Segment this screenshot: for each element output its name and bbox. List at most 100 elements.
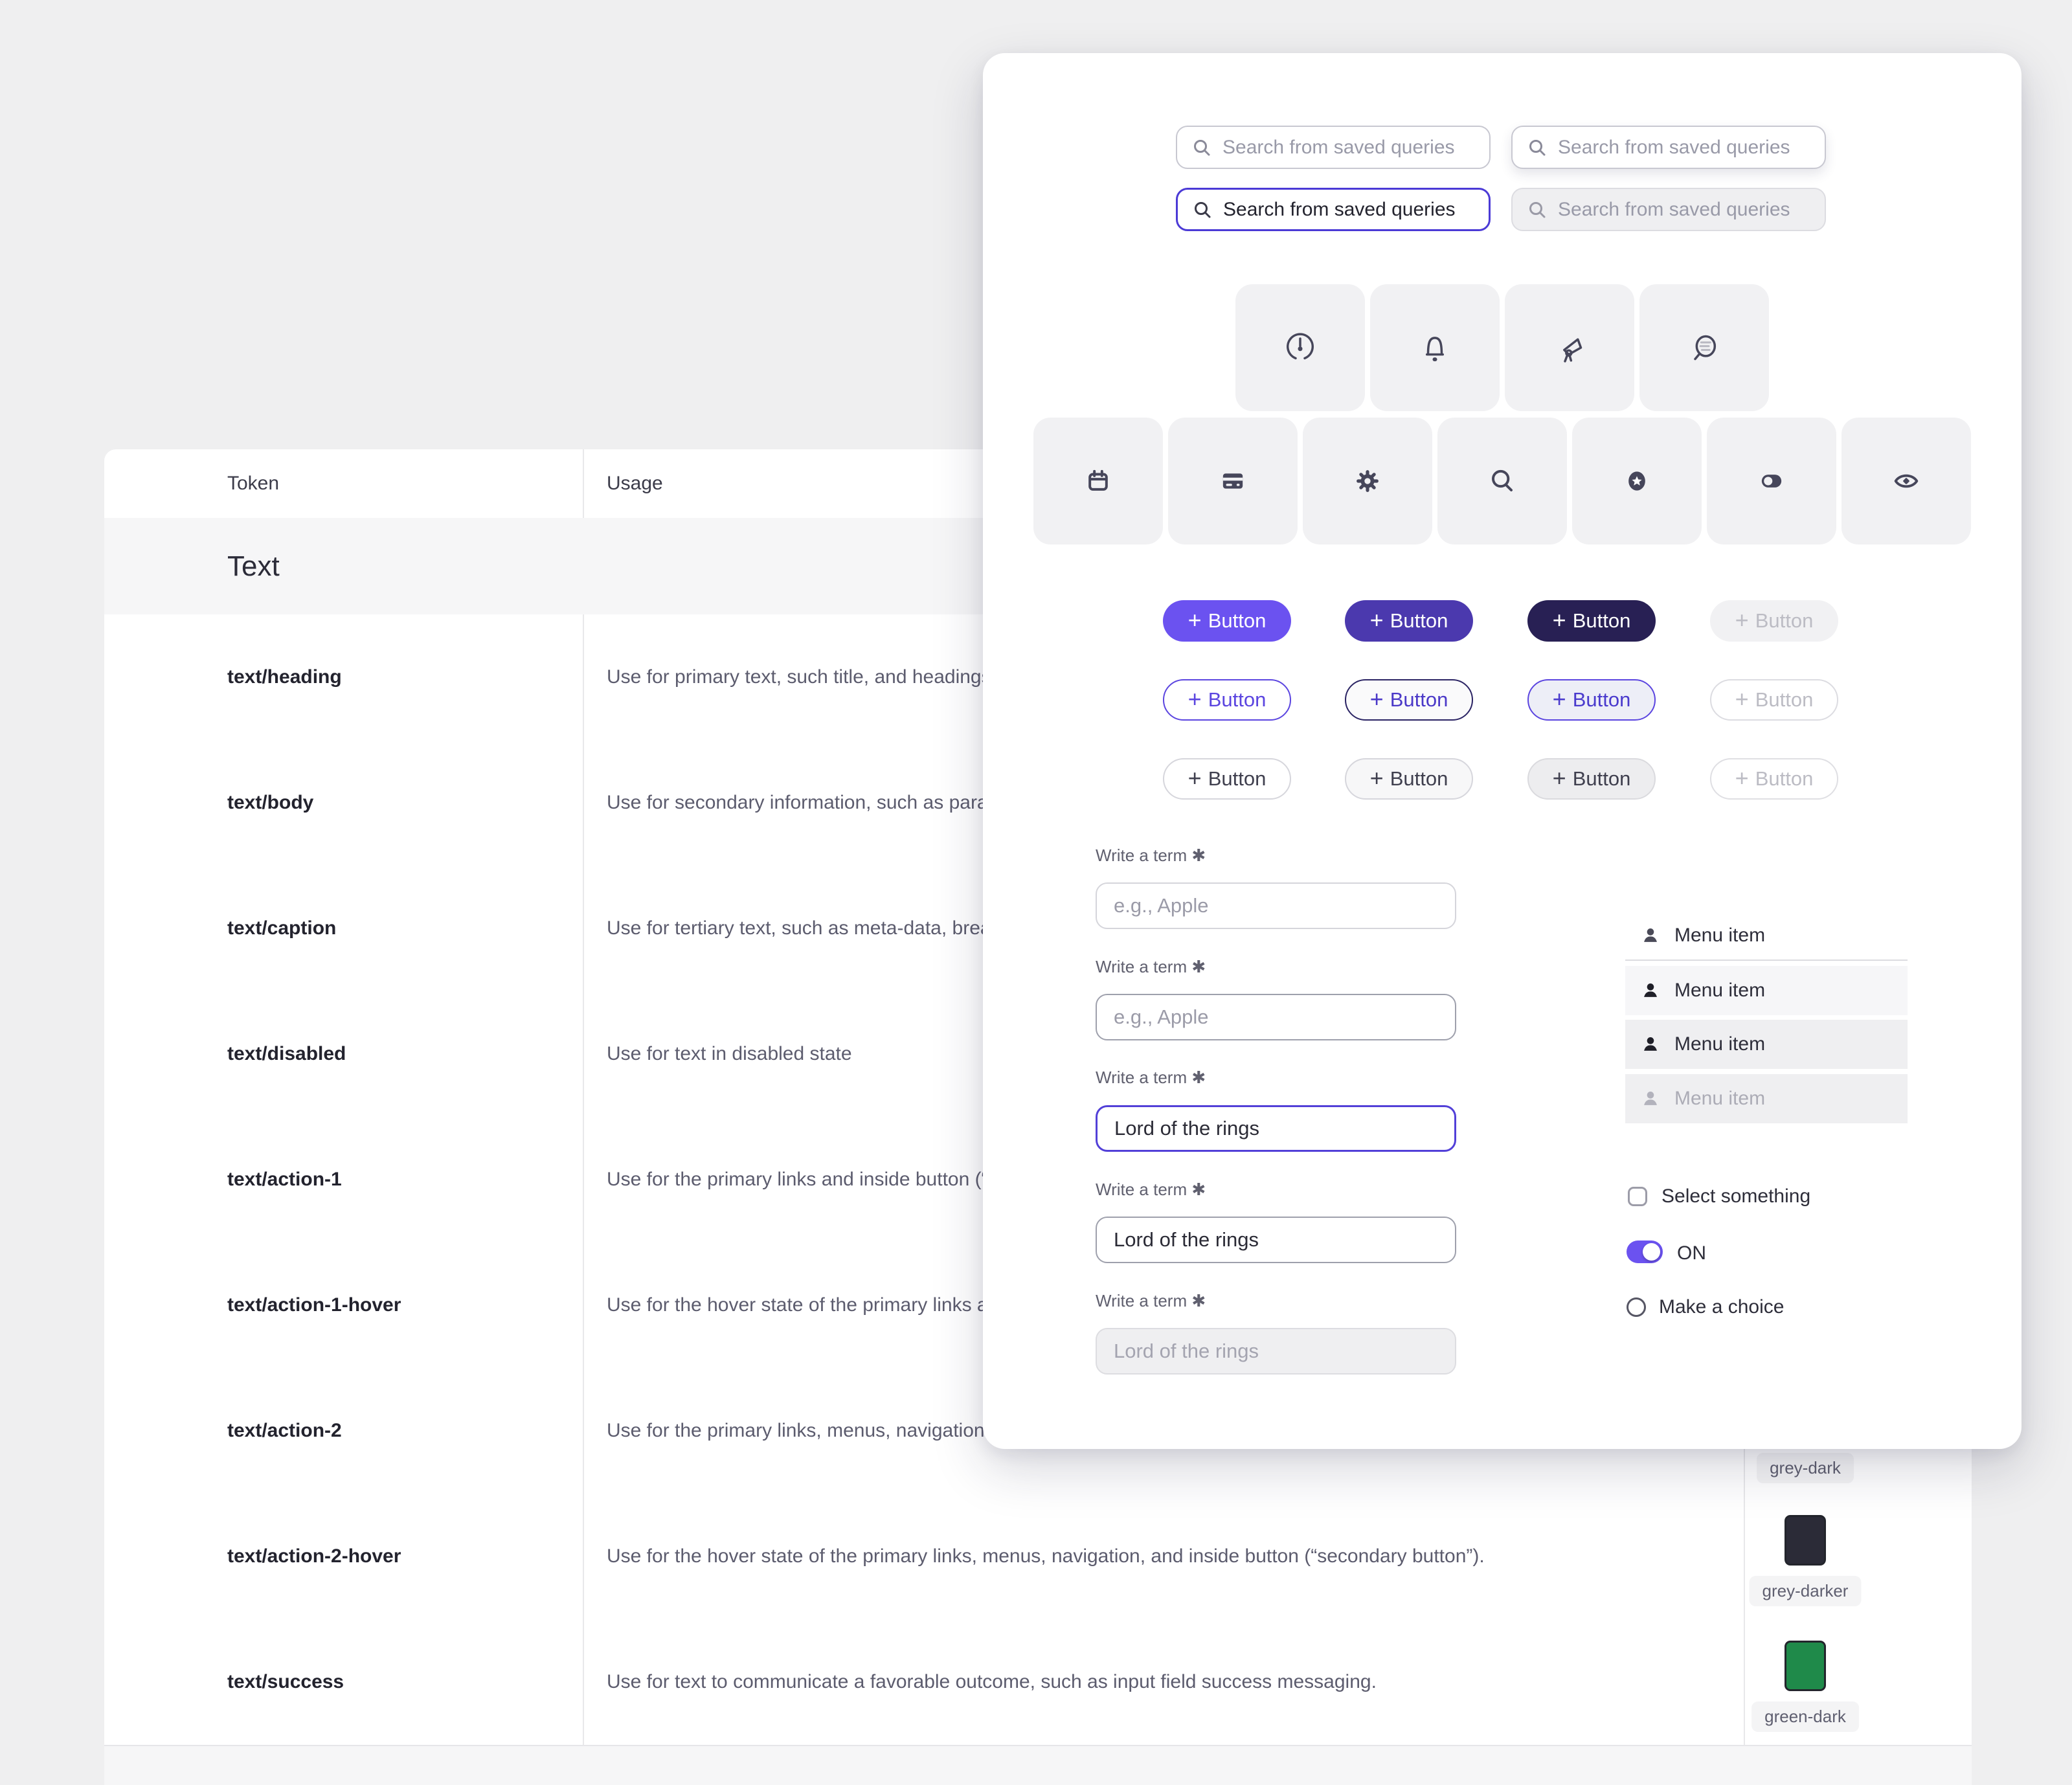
checkbox-label: Select something: [1661, 1185, 1811, 1207]
radio-button[interactable]: [1627, 1297, 1646, 1317]
button-primary-disabled: + Button: [1710, 600, 1838, 642]
token-cell: text/body: [227, 792, 314, 813]
icon-tile[interactable]: [1707, 418, 1836, 544]
token-cell: text/disabled: [227, 1043, 346, 1064]
person-icon: [1644, 983, 1657, 997]
button-label: Button: [1755, 688, 1814, 711]
megaphone-icon: [1563, 338, 1582, 363]
toggle-switch-on[interactable]: [1627, 1241, 1663, 1263]
column-header-token: Token: [227, 473, 280, 494]
button-label: Button: [1572, 688, 1631, 711]
radio-label: Make a choice: [1659, 1296, 1785, 1318]
button-label: Button: [1572, 767, 1631, 790]
column-header-usage: Usage: [607, 473, 663, 494]
button-label: Button: [1390, 609, 1448, 632]
icon-tile[interactable]: [1033, 418, 1163, 544]
button-secondary-hover[interactable]: + Button: [1345, 679, 1473, 721]
person-icon: [1644, 928, 1657, 942]
button-tertiary-active[interactable]: + Button: [1527, 758, 1656, 800]
search-placeholder: Search from saved queries: [1558, 198, 1790, 220]
token-cell: text/caption: [227, 917, 337, 939]
term-input-filled[interactable]: [1096, 1217, 1456, 1263]
button-label: Button: [1755, 609, 1814, 632]
icon-tile[interactable]: [1437, 418, 1567, 544]
plus-icon: +: [1552, 606, 1566, 633]
field-label: Write a term ✱: [1096, 957, 1206, 976]
button-primary-hover[interactable]: + Button: [1345, 600, 1473, 642]
icon-tile[interactable]: [1303, 418, 1432, 544]
plus-icon: +: [1369, 685, 1384, 712]
column-divider: [583, 614, 584, 1745]
menu-item-active[interactable]: Menu item: [1625, 1020, 1908, 1069]
icon-tile[interactable]: [1572, 418, 1702, 544]
button-tertiary[interactable]: + Button: [1163, 758, 1291, 800]
menu-item-label: Menu item: [1674, 1033, 1766, 1055]
field-label: Write a term ✱: [1096, 1180, 1206, 1199]
token-cell: text/success: [227, 1671, 344, 1692]
menu-item-hover[interactable]: Menu item: [1625, 966, 1908, 1015]
term-input-focused[interactable]: [1096, 1105, 1456, 1152]
button-primary[interactable]: + Button: [1163, 600, 1291, 642]
person-icon: [1644, 1037, 1657, 1051]
usage-cell: Use for primary text, such title, and he…: [607, 666, 997, 688]
icon-tile[interactable]: [1841, 418, 1971, 544]
field-label: Write a term ✱: [1096, 1291, 1206, 1310]
plus-icon: +: [1188, 764, 1202, 791]
icon-tile[interactable]: [1639, 284, 1769, 411]
token-cell: text/action-2-hover: [227, 1545, 401, 1567]
menu-item[interactable]: Menu item: [1625, 912, 1908, 961]
usage-cell: Use for the hover state of the primary l…: [607, 1545, 1485, 1567]
icon-tile[interactable]: [1505, 284, 1634, 411]
table-row: text/action-2-hover Use for the hover st…: [104, 1494, 1972, 1621]
swatch-label: grey-darker: [1749, 1576, 1862, 1606]
bell-icon: [1426, 337, 1444, 361]
badge-star-icon: [1628, 471, 1645, 491]
search-input-focused[interactable]: Search from saved queries: [1176, 188, 1491, 231]
button-label: Button: [1572, 609, 1631, 632]
toggle-icon: [1761, 475, 1782, 488]
button-secondary-active[interactable]: + Button: [1527, 679, 1656, 721]
button-label: Button: [1208, 609, 1267, 632]
toggle-label: ON: [1677, 1242, 1706, 1264]
color-swatch: [1785, 1641, 1826, 1691]
plus-icon: +: [1735, 606, 1749, 633]
search-value: Search from saved queries: [1223, 198, 1456, 220]
search-icon: [1195, 201, 1211, 218]
button-tertiary-hover[interactable]: + Button: [1345, 758, 1473, 800]
column-divider: [583, 449, 584, 518]
search-icon: [1529, 201, 1546, 218]
plus-icon: +: [1552, 685, 1566, 712]
term-input-disabled: [1096, 1328, 1456, 1375]
plus-icon: +: [1735, 685, 1749, 712]
toggle-knob: [1643, 1243, 1660, 1261]
search-input[interactable]: Search from saved queries: [1511, 126, 1826, 169]
button-secondary-disabled: + Button: [1710, 679, 1838, 721]
usage-cell: Use for secondary information, such as p…: [607, 792, 1053, 813]
eye-icon: [1894, 474, 1919, 488]
search-input[interactable]: Search from saved queries: [1176, 126, 1491, 169]
menu-item-label: Menu item: [1674, 980, 1766, 1001]
button-primary-active[interactable]: + Button: [1527, 600, 1656, 642]
gear-icon: [1357, 470, 1379, 492]
usage-cell: Use for text to communicate a favorable …: [607, 1671, 1377, 1692]
token-cell: text/heading: [227, 666, 342, 688]
plus-icon: +: [1735, 764, 1749, 791]
icon-tile[interactable]: [1235, 284, 1365, 411]
search-input-disabled: Search from saved queries: [1511, 188, 1826, 231]
usage-cell: Use for text in disabled state: [607, 1043, 852, 1064]
term-input[interactable]: [1096, 882, 1456, 929]
search-icon: [1492, 469, 1513, 491]
checkbox[interactable]: [1628, 1187, 1647, 1206]
button-secondary[interactable]: + Button: [1163, 679, 1291, 721]
plus-icon: +: [1552, 764, 1566, 791]
icon-tile[interactable]: [1370, 284, 1500, 411]
color-swatch: [1785, 1515, 1826, 1566]
plus-icon: +: [1188, 606, 1202, 633]
credit-card-icon: [1222, 473, 1243, 489]
icon-tile[interactable]: [1168, 418, 1298, 544]
next-section-row: [104, 1745, 1972, 1785]
field-label: Write a term ✱: [1096, 1068, 1206, 1087]
button-label: Button: [1208, 767, 1267, 790]
button-label: Button: [1390, 688, 1448, 711]
term-input-hover[interactable]: [1096, 994, 1456, 1040]
